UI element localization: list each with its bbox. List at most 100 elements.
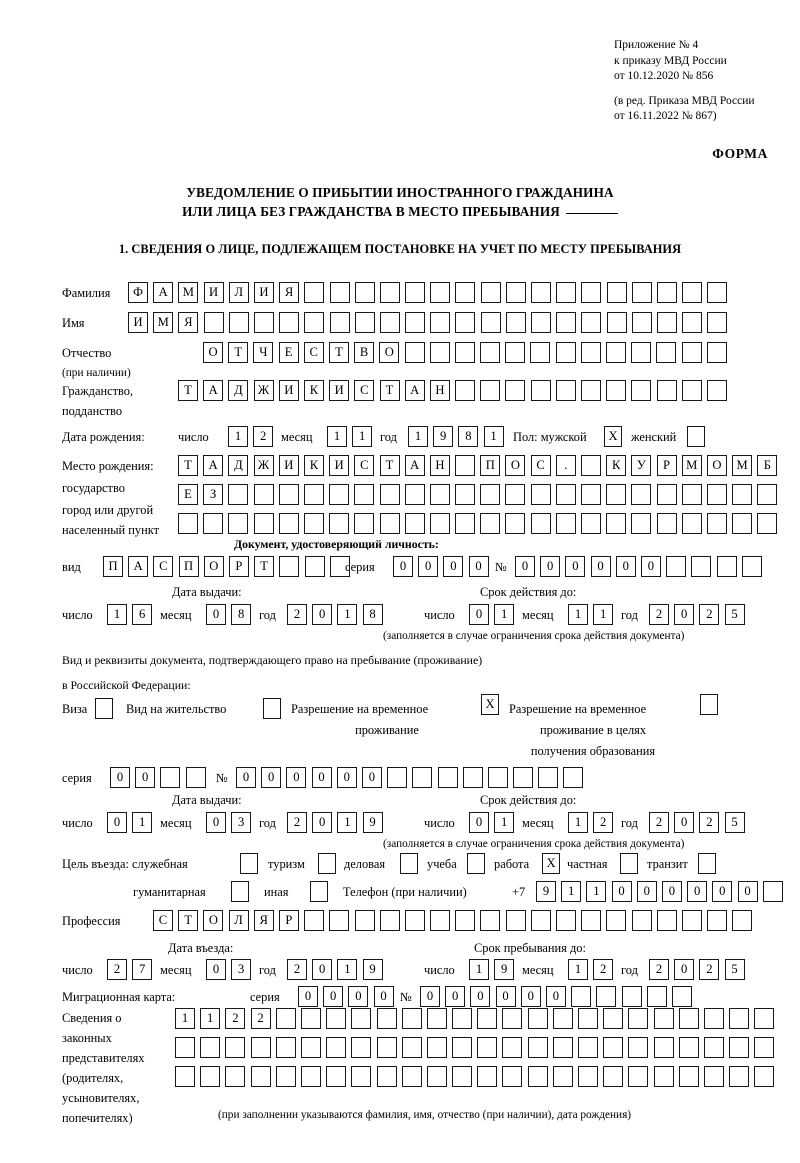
legal-rep-cell[interactable]: 1: [200, 1008, 221, 1029]
checkbox-official[interactable]: [240, 853, 258, 874]
citizenship-cell[interactable]: [656, 380, 677, 401]
birth-day-cell[interactable]: 2: [253, 426, 274, 447]
birth-place-cell[interactable]: [505, 513, 526, 534]
birth-month-cell[interactable]: 1: [352, 426, 373, 447]
profession-cell[interactable]: [581, 910, 602, 931]
doc-issue-month-cell[interactable]: 0: [206, 604, 226, 625]
doc-kind-cell[interactable]: [329, 556, 350, 577]
stay-day-cell[interactable]: 9: [494, 959, 515, 980]
patronymic-cell[interactable]: [480, 342, 501, 363]
legal-rep-cell[interactable]: [175, 1037, 195, 1058]
citizenship-cell[interactable]: [606, 380, 627, 401]
legal-rep-cell[interactable]: [401, 1066, 422, 1087]
checkbox-work[interactable]: X: [542, 853, 560, 874]
doc-number-cell[interactable]: 0: [565, 556, 586, 577]
legal-rep-cell[interactable]: [729, 1066, 750, 1087]
legal-rep-cell[interactable]: [678, 1037, 699, 1058]
doc-series-cell[interactable]: 0: [393, 556, 413, 577]
legal-rep-cell[interactable]: [401, 1037, 422, 1058]
birth-place-cell[interactable]: [581, 484, 601, 505]
permit-number-cell[interactable]: [437, 767, 458, 788]
patronymic-cell[interactable]: [530, 342, 551, 363]
doc-kind-cell[interactable]: С: [153, 556, 174, 577]
birth-place-cell[interactable]: [455, 513, 476, 534]
legal-rep-cell[interactable]: [502, 1066, 523, 1087]
birth-place-cell[interactable]: Т: [178, 455, 198, 476]
legal-rep-cell[interactable]: [502, 1008, 523, 1029]
profession-cell[interactable]: [656, 910, 677, 931]
permit-number-cell[interactable]: 0: [361, 767, 382, 788]
legal-rep-cell[interactable]: [452, 1037, 473, 1058]
permit-series-cell[interactable]: 0: [110, 767, 130, 788]
legal-rep-cell[interactable]: [729, 1037, 750, 1058]
migration-number-cell[interactable]: 0: [445, 986, 466, 1007]
legal-rep-cell[interactable]: [578, 1066, 598, 1087]
surname-cell[interactable]: [354, 282, 375, 303]
checkbox-transit[interactable]: [698, 853, 716, 874]
citizenship-cell[interactable]: [706, 380, 727, 401]
checkbox-business[interactable]: [400, 853, 418, 874]
patronymic-cell[interactable]: [454, 342, 475, 363]
entry-year-cell[interactable]: 1: [337, 959, 358, 980]
name-cell[interactable]: [405, 312, 426, 333]
entry-year-cell[interactable]: 9: [362, 959, 383, 980]
legal-rep-cell[interactable]: [653, 1037, 674, 1058]
doc-series-cell[interactable]: 0: [443, 556, 464, 577]
migration-number-cell[interactable]: 0: [470, 986, 491, 1007]
checkbox-tourism[interactable]: [318, 853, 336, 874]
permit-issue-day-cell[interactable]: 1: [132, 812, 153, 833]
patronymic-cell[interactable]: [706, 342, 727, 363]
patronymic-cell[interactable]: С: [303, 342, 324, 363]
doc-kind-cell[interactable]: [304, 556, 325, 577]
name-cell[interactable]: Я: [178, 312, 199, 333]
doc-series-cell[interactable]: 0: [468, 556, 489, 577]
legal-rep-cell[interactable]: [578, 1037, 598, 1058]
doc-issue-year-cell[interactable]: 2: [287, 604, 307, 625]
doc-kind-cell[interactable]: [279, 556, 300, 577]
legal-rep-cell[interactable]: [703, 1008, 724, 1029]
patronymic-cell[interactable]: Ч: [253, 342, 274, 363]
checkbox-other-purpose[interactable]: [310, 881, 328, 902]
surname-cell[interactable]: Л: [228, 282, 249, 303]
citizenship-cell[interactable]: К: [303, 380, 324, 401]
birth-place-cell[interactable]: [530, 484, 551, 505]
citizenship-cell[interactable]: [581, 380, 601, 401]
doc-kind-cell[interactable]: Т: [254, 556, 275, 577]
legal-rep-cell[interactable]: [678, 1066, 699, 1087]
legal-rep-cell[interactable]: [628, 1008, 649, 1029]
citizenship-cell[interactable]: С: [354, 380, 375, 401]
stay-month-cell[interactable]: 2: [593, 959, 614, 980]
birth-place-cell[interactable]: [303, 484, 324, 505]
birth-place-cell[interactable]: [455, 484, 476, 505]
citizenship-cell[interactable]: Ж: [253, 380, 274, 401]
birth-place-cell[interactable]: [480, 484, 501, 505]
birth-place-cell[interactable]: Т: [379, 455, 400, 476]
stay-year-cell[interactable]: 2: [649, 959, 669, 980]
birth-place-cell[interactable]: С: [530, 455, 551, 476]
migration-number-cell[interactable]: [671, 986, 692, 1007]
patronymic-cell[interactable]: [681, 342, 702, 363]
doc-number-cell[interactable]: [716, 556, 737, 577]
permit-issue-day-cell[interactable]: 0: [107, 812, 127, 833]
name-cell[interactable]: [480, 312, 501, 333]
birth-place-cell[interactable]: М: [732, 455, 753, 476]
birth-year-cell[interactable]: 1: [483, 426, 504, 447]
permit-issue-month-cell[interactable]: 0: [206, 812, 226, 833]
surname-cell[interactable]: И: [203, 282, 224, 303]
surname-cell[interactable]: [430, 282, 451, 303]
legal-rep-row-2[interactable]: [175, 1037, 780, 1058]
doc-number-cell[interactable]: 0: [515, 556, 535, 577]
checkbox-private[interactable]: [620, 853, 638, 874]
legal-rep-cell[interactable]: [275, 1037, 296, 1058]
legal-rep-cell[interactable]: [326, 1066, 347, 1087]
checkbox-residence-permit[interactable]: [263, 698, 281, 719]
birth-place-cell[interactable]: [706, 484, 727, 505]
surname-cell[interactable]: [707, 282, 728, 303]
permit-issue-year-cell[interactable]: 2: [287, 812, 307, 833]
